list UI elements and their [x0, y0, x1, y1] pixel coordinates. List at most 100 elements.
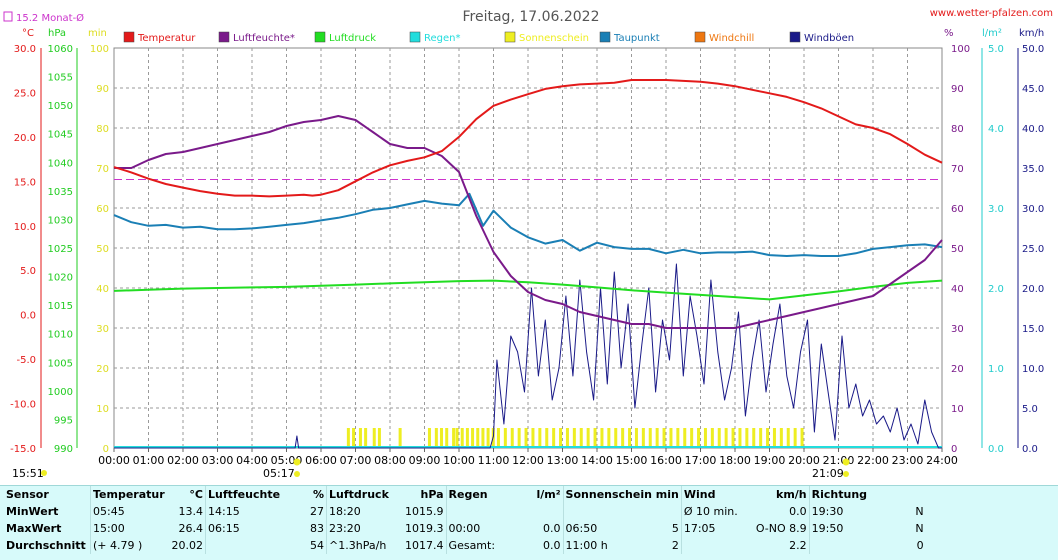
- legend-swatch: [504, 31, 516, 43]
- sunshine-bar: [517, 428, 521, 448]
- moon-icon: [41, 470, 47, 476]
- hdr-humidity: Luftfeuchte: [205, 486, 283, 503]
- x-tick-label: 10:00: [443, 454, 475, 467]
- sunshine-bar: [445, 428, 449, 448]
- sun-time: [562, 503, 658, 520]
- temp-tick-label: 30.0: [14, 44, 36, 55]
- wind-value: 2.2: [789, 539, 807, 552]
- wind-tick-label: 45.0: [1022, 84, 1044, 95]
- humidity-tick-label: 90: [951, 84, 964, 95]
- legend-swatch: [123, 31, 135, 43]
- sun-value: 5: [671, 522, 679, 535]
- plot-area: [113, 79, 943, 449]
- legend-swatch: [218, 31, 230, 43]
- sunshine-bar: [759, 428, 763, 448]
- sunshine-bar: [593, 428, 597, 448]
- pressure-tick-label: 995: [54, 415, 73, 426]
- summary-row-min: MinWert 05:45 13.4 14:15 27 18:20 1015.9…: [0, 503, 926, 520]
- sunshine-tick-label: 40: [96, 284, 109, 295]
- sunrise-icon: [293, 458, 301, 466]
- sunshine-bar: [586, 428, 590, 448]
- summary-header-row: Sensor Temperatur °C Luftfeuchte % Luftd…: [0, 486, 926, 503]
- hdr-humidity-unit: %: [313, 488, 325, 501]
- sunshine-bar: [662, 428, 666, 448]
- pressure-tick-label: 1060: [48, 44, 73, 55]
- weather-chart: Freitag, 17.06.2022 www.wetter-pfalzen.c…: [3, 8, 1053, 480]
- sunshine-bar: [800, 428, 804, 448]
- sunshine-tick-label: 90: [96, 84, 109, 95]
- sunshine-bar: [738, 428, 742, 448]
- wind-time: 17:05: [680, 520, 754, 537]
- hdr-sensor: Sensor: [6, 488, 49, 501]
- sunshine-tick-label: 70: [96, 164, 109, 175]
- wind-tick-label: 20.0: [1022, 284, 1044, 295]
- temp-tick-label: 0.0: [20, 311, 36, 322]
- x-tick-label: 03:00: [202, 454, 234, 467]
- sunshine-bar: [766, 428, 770, 448]
- temp-value: 13.4: [178, 505, 204, 518]
- pressure-tick-label: 1040: [48, 158, 73, 169]
- rain-tick-label: 2.0: [988, 284, 1004, 295]
- legend-swatch: [789, 31, 801, 43]
- sunshine-bar: [676, 428, 680, 448]
- hum-time: [205, 537, 283, 554]
- sunshine-bar: [648, 428, 652, 448]
- series-luftfeuchte: [114, 115, 943, 329]
- summary-row-max: MaxWert 15:00 26.4 06:15 83 23:20 1019.3…: [0, 520, 926, 537]
- x-tick-label: 01:00: [133, 454, 165, 467]
- x-tick-label: 22:00: [857, 454, 889, 467]
- sunset-icon: [842, 458, 850, 466]
- humidity-tick-label: 50: [951, 244, 964, 255]
- press-value: 1017.4: [405, 539, 444, 552]
- sun-value: [658, 503, 681, 520]
- sun-time: 06:50: [562, 520, 658, 537]
- series-taupunkt: [113, 192, 943, 257]
- legend-label: Sonnenschein: [519, 33, 589, 44]
- monthly-avg-marker: [3, 11, 13, 22]
- temp-tick-label: 10.0: [14, 222, 36, 233]
- sunshine-bar: [434, 428, 438, 448]
- moon-marker: 15:51: [12, 467, 47, 480]
- wind-tick-label: 0.0: [1022, 444, 1038, 455]
- legend-label: Windböen: [804, 33, 854, 44]
- humidity-tick-label: 30: [951, 324, 964, 335]
- sunshine-bar: [552, 428, 556, 448]
- sunshine-tick-label: 60: [96, 204, 109, 215]
- hdr-wind-unit: km/h: [776, 488, 807, 501]
- pressure-tick-label: 990: [54, 444, 73, 455]
- sunshine-bar: [717, 428, 721, 448]
- hum-value: 54: [310, 539, 325, 552]
- dir-value: N: [915, 522, 924, 535]
- sunshine-bar: [690, 428, 694, 448]
- left-axes: 30.0 25.0 20.0 15.0 10.0 5.0 0.0 -5.0 -10.0 -15.0…: [10, 44, 109, 455]
- x-tick-label: 11:00: [478, 454, 510, 467]
- wind-tick-label: 15.0: [1022, 324, 1044, 335]
- temp-tick-label: -5.0: [16, 355, 36, 366]
- rain-tick-label: 0.0: [988, 444, 1004, 455]
- pressure-tick-label: 1010: [48, 330, 73, 341]
- pressure-tick-label: 1050: [48, 101, 73, 112]
- sunshine-bar: [772, 428, 776, 448]
- sunshine-bar: [697, 428, 701, 448]
- sunset-dot-icon: [843, 471, 849, 477]
- x-tick-label: 15:00: [616, 454, 648, 467]
- press-time: ^1.3hPa/h: [326, 537, 404, 554]
- sunshine-bar: [731, 428, 735, 448]
- rain-tick-label: 1.0: [988, 364, 1004, 375]
- sunshine-bar: [710, 428, 714, 448]
- press-time: 18:20: [326, 503, 404, 520]
- x-tick-label: 13:00: [547, 454, 579, 467]
- hdr-direction: Richtung: [808, 486, 902, 503]
- pressure-tick-label: 1020: [48, 273, 73, 284]
- website-link[interactable]: www.wetter-pfalzen.com: [930, 8, 1053, 19]
- sunshine-bar: [398, 428, 402, 448]
- pressure-tick-label: 1015: [48, 301, 73, 312]
- moon-time: 15:51: [12, 467, 44, 480]
- rain-value: 0.0: [543, 522, 561, 535]
- sunshine-bar: [496, 428, 500, 448]
- sun-value: 2: [671, 539, 679, 552]
- sunshine-bar: [358, 428, 362, 448]
- wind-tick-label: 5.0: [1022, 404, 1038, 415]
- sunshine-bar: [559, 428, 563, 448]
- temp-tick-label: 5.0: [20, 266, 36, 277]
